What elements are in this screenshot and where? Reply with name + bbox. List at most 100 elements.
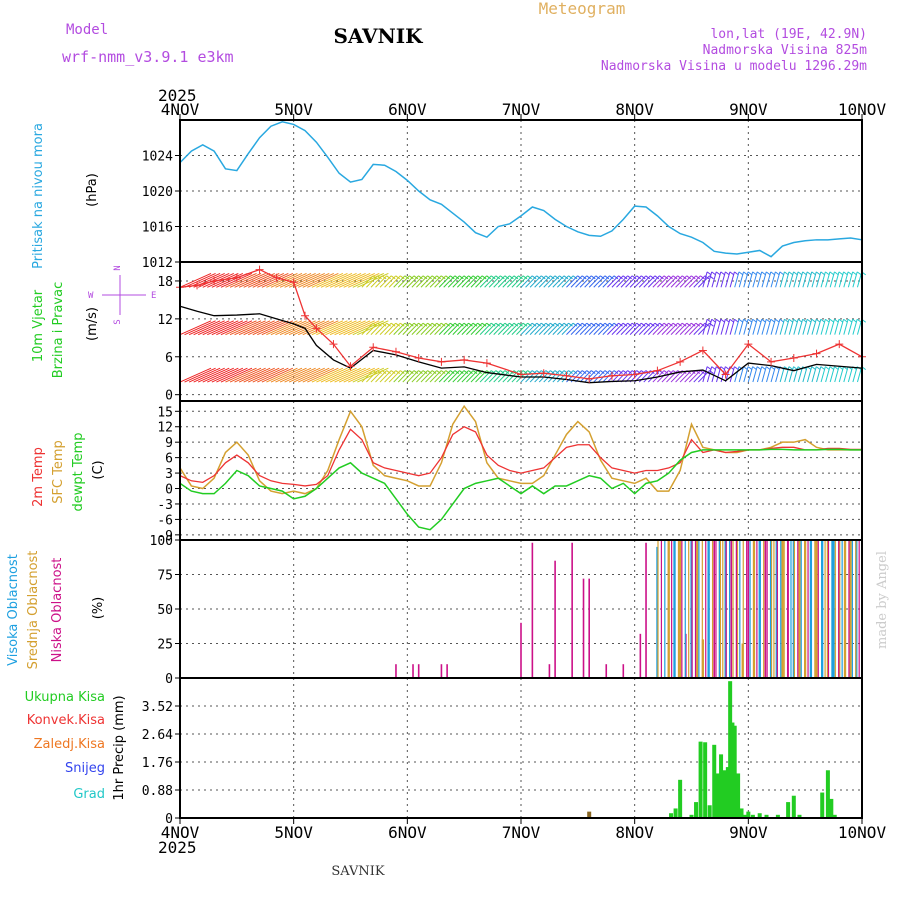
cloud-bar	[698, 540, 700, 678]
wind-barb	[684, 275, 697, 288]
wind-barb	[552, 370, 565, 383]
wind-barb	[207, 367, 239, 383]
wind-barb	[720, 319, 726, 335]
wind-barb	[229, 367, 262, 383]
wind-barb-flag	[847, 318, 853, 323]
wind-barb	[252, 272, 284, 288]
dewpt-line	[179, 448, 862, 531]
wind-barb-flag	[504, 370, 510, 374]
precip-bar	[689, 814, 694, 818]
wind-barb	[761, 366, 767, 383]
cloud-bar	[821, 540, 823, 678]
wind-barb	[652, 322, 665, 336]
cloud-bar	[790, 540, 792, 678]
legend-snijeg: Snijeg	[65, 761, 105, 776]
wind-barb	[697, 275, 710, 288]
wind-barb-flag	[490, 275, 496, 280]
wind-barb	[756, 366, 763, 383]
wind-barb	[257, 320, 289, 336]
wind-barb	[507, 275, 519, 288]
wind-barb	[425, 370, 438, 383]
wind-barb	[738, 271, 745, 288]
wind-barb-flag	[600, 322, 605, 327]
wind-barb-flag	[700, 322, 705, 327]
wind-barb	[411, 322, 424, 336]
wind-barb	[388, 322, 401, 336]
wind-barb	[261, 272, 294, 288]
wind-barb-flag	[490, 322, 496, 327]
precip-bar	[750, 814, 755, 818]
wind-barb	[588, 370, 601, 383]
wind-barb	[538, 275, 551, 288]
wind-barb-flag	[700, 370, 705, 374]
wind-barb	[843, 319, 849, 335]
wind-barb	[288, 367, 321, 383]
wind-barb	[588, 322, 601, 336]
x-tick-label-top: 5NOV	[274, 100, 313, 119]
wind-barb	[484, 322, 497, 336]
wind-barb	[384, 275, 397, 288]
wind-barb	[284, 320, 316, 336]
y-tick-label: 6	[165, 452, 173, 467]
dir-n-label: N	[113, 265, 123, 270]
wind-barb	[770, 319, 776, 335]
wind-barb-flag	[756, 271, 762, 276]
wind-barb-flag	[747, 366, 753, 371]
y-tick-label: 75	[157, 569, 173, 584]
wind-barb	[711, 366, 717, 383]
wind-barb-flag	[472, 370, 478, 374]
wind-barb	[311, 272, 344, 288]
wind-barb	[738, 366, 745, 383]
wind-barb-flag	[738, 271, 744, 276]
wind-barb	[806, 271, 813, 288]
cloud-bar	[763, 540, 765, 678]
wind-barb-flag	[590, 322, 596, 327]
wind-barb-flag	[481, 322, 487, 327]
wind-barb-flag	[843, 318, 848, 323]
y-tick-label: 9	[165, 436, 173, 451]
wind-barb-flag	[395, 275, 401, 280]
wind-barb-flag	[409, 275, 414, 280]
wind-barb	[852, 319, 858, 335]
gust-marker	[585, 374, 594, 383]
x-tick-label-bottom: 6NOV	[388, 823, 427, 842]
wind-barb	[838, 319, 845, 335]
precip-bar	[587, 811, 592, 818]
wind-barb	[679, 370, 692, 383]
wind-barb-flag	[681, 322, 687, 327]
precip-bar	[722, 770, 727, 818]
wind-barb	[406, 275, 419, 288]
precip-bar	[736, 773, 741, 818]
gust-marker	[835, 340, 844, 349]
wind-barb-flag	[381, 322, 387, 327]
wind-barb-flag	[504, 322, 510, 327]
wind-barb-flag	[743, 271, 748, 276]
wind-barb-flag	[627, 322, 632, 327]
wind-barb	[647, 322, 660, 336]
gust-marker	[721, 370, 730, 379]
cloud-bar	[622, 664, 625, 678]
dir-w-label: W	[88, 291, 94, 301]
wind-barb	[516, 275, 528, 288]
wind-barb-flag	[486, 322, 491, 327]
wind-barb	[411, 370, 424, 383]
wind-barb	[361, 322, 374, 336]
precip-bar	[757, 813, 762, 818]
wind-barb-flag	[559, 370, 564, 374]
y-tick-label: 0	[165, 812, 173, 827]
y-tick-label: 12	[157, 313, 173, 328]
wind-barb	[575, 370, 588, 383]
wind-barb-flag	[550, 275, 555, 280]
gust-marker	[272, 273, 281, 282]
legend-konvek: Konvek.Kisa	[27, 713, 105, 728]
wind-barb	[616, 370, 628, 383]
wind-barb	[447, 370, 460, 383]
wind-barb-flag	[820, 366, 826, 371]
wind-barb	[375, 322, 388, 336]
wind-barb-flag	[418, 275, 423, 280]
wind-speed-line	[179, 305, 863, 384]
cloud-bar	[554, 560, 556, 678]
wind-barb-flag	[627, 370, 632, 374]
wind-barb	[397, 322, 410, 336]
cloud-bar	[793, 540, 795, 678]
